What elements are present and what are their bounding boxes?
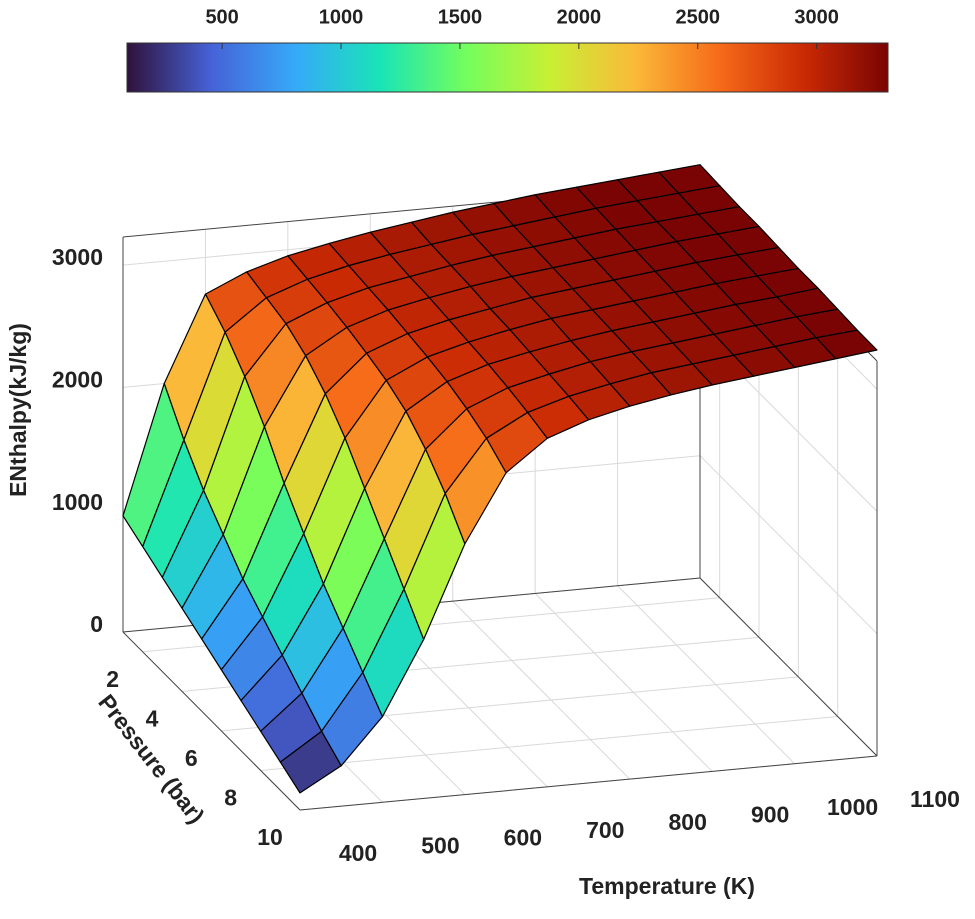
- y-tick-label: 4: [146, 705, 159, 731]
- x-tick-label: 800: [669, 809, 707, 835]
- x-tick-label: 900: [751, 802, 789, 828]
- z-tick-label: 0: [90, 611, 103, 637]
- floor-grid-line: [260, 715, 838, 771]
- x-tick-label: 1000: [827, 794, 878, 820]
- x-tick-label: 400: [339, 840, 377, 866]
- x-axis-label: Temperature (K): [579, 873, 755, 899]
- colorbar-tick-label: 3000: [794, 6, 839, 28]
- axis-box-edge: [299, 755, 878, 811]
- x-tick-label: 700: [586, 817, 624, 843]
- colorbar-tick-label: 2000: [557, 6, 602, 28]
- x-tick-label: 600: [504, 825, 542, 851]
- floor-grid-line: [617, 585, 795, 765]
- z-axis-label: ENthalpy(kJ/kg): [5, 323, 31, 497]
- x-tick-label: 1100: [910, 786, 960, 812]
- surface-patch: [279, 730, 342, 794]
- axis-box-edge: [699, 577, 878, 757]
- colorbar: [126, 42, 889, 93]
- y-tick-label: 2: [106, 666, 119, 692]
- floor-grid-line: [452, 600, 631, 780]
- colorbar-tick-label: 2500: [676, 6, 721, 28]
- axis-box-edge: [122, 631, 301, 811]
- x-tick-label: 500: [421, 832, 459, 858]
- z-tick-label: 2000: [52, 366, 103, 392]
- floor-grid-line: [534, 593, 713, 772]
- y-tick-label: 10: [257, 824, 283, 850]
- colorbar-tick-label: 500: [205, 6, 238, 28]
- colorbar-tick-label: 1500: [438, 6, 483, 28]
- wall-grid-line: [699, 455, 878, 635]
- y-tick-label: 6: [185, 745, 198, 771]
- z-tick-label: 3000: [52, 244, 103, 270]
- z-tick-label: 1000: [52, 489, 103, 515]
- y-tick-label: 8: [224, 785, 237, 811]
- colorbar-tick-label: 1000: [319, 6, 364, 28]
